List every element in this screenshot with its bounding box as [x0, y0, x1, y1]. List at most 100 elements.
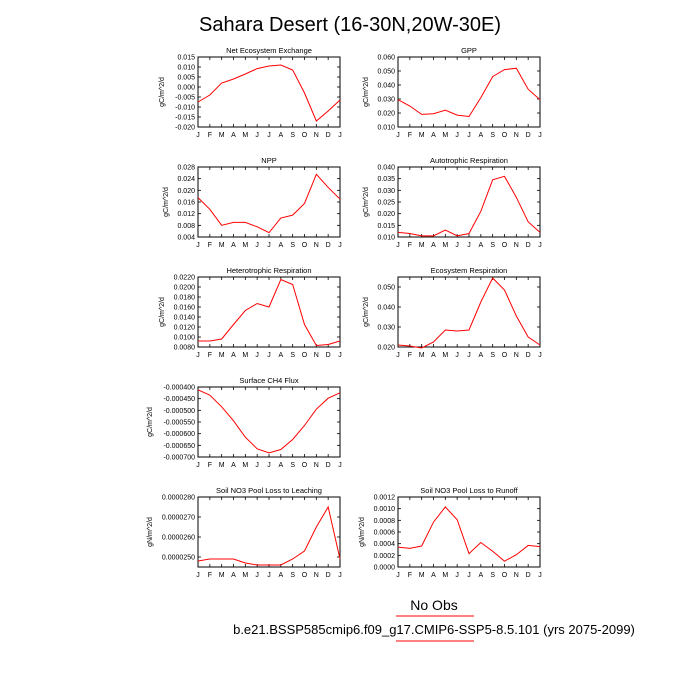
y-tick-label: 0.025 [377, 200, 395, 207]
y-tick-label: 0.050 [377, 285, 395, 292]
x-tick-label: M [242, 242, 248, 249]
y-axis-label: gN/m^2/d [359, 517, 366, 547]
y-axis-label: gC/m^2/d [163, 187, 170, 217]
y-tick-label: 0.016 [177, 200, 195, 207]
y-tick-label: 0.0160 [174, 305, 196, 312]
y-tick-label: 0.035 [377, 176, 395, 183]
y-tick-label: 0.005 [177, 75, 195, 82]
y-tick-label: 0.0012 [374, 495, 396, 502]
x-tick-label: F [408, 352, 412, 359]
y-tick-label: 0.015 [177, 55, 195, 62]
x-tick-label: J [455, 132, 459, 139]
x-tick-label: D [326, 462, 331, 469]
x-tick-label: O [302, 352, 308, 359]
x-tick-label: F [208, 572, 212, 579]
x-tick-label: F [408, 242, 412, 249]
x-tick-label: M [242, 462, 248, 469]
x-tick-label: D [526, 242, 531, 249]
x-tick-label: D [526, 352, 531, 359]
series-line [397, 67, 541, 118]
y-tick-label: 0.0000250 [162, 555, 195, 562]
x-tick-label: J [396, 572, 400, 579]
y-tick-label: 0.028 [177, 165, 195, 172]
panel-title: Ecosystem Respiration [431, 266, 508, 275]
plot-frame [197, 496, 341, 568]
y-tick-label: 0.0180 [174, 295, 196, 302]
y-tick-label: 0.000 [177, 85, 195, 92]
x-tick-label: J [538, 242, 542, 249]
x-tick-label: J [338, 352, 342, 359]
y-tick-label: 0.0004 [374, 541, 396, 548]
x-tick-label: S [490, 242, 495, 249]
x-tick-label: J [338, 462, 342, 469]
x-tick-label: J [396, 352, 400, 359]
x-tick-label: F [208, 352, 212, 359]
x-tick-label: S [490, 132, 495, 139]
series-line [397, 175, 541, 237]
x-tick-label: J [267, 242, 271, 249]
y-axis-label: gN/m^2/d [147, 517, 154, 547]
y-tick-label: -0.005 [175, 95, 195, 102]
plot-frame [197, 56, 341, 128]
series-line [197, 505, 341, 566]
y-tick-label: 0.040 [377, 83, 395, 90]
x-tick-label: M [219, 352, 225, 359]
y-tick-label: 0.020 [377, 345, 395, 352]
x-tick-label: N [314, 242, 319, 249]
plot-frame [397, 276, 541, 348]
y-tick-label: 0.0000280 [162, 495, 195, 502]
y-tick-label: -0.000500 [163, 408, 195, 415]
x-tick-label: F [208, 462, 212, 469]
x-tick-label: J [267, 352, 271, 359]
y-tick-label: -0.015 [175, 115, 195, 122]
x-tick-label: J [255, 352, 259, 359]
y-tick-label: 0.0000 [374, 565, 396, 572]
panel-title: Surface CH4 Flux [239, 376, 298, 385]
x-tick-label: D [526, 572, 531, 579]
y-tick-label: 0.020 [177, 188, 195, 195]
x-tick-label: S [290, 572, 295, 579]
y-tick-label: 0.008 [177, 223, 195, 230]
x-tick-label: N [314, 132, 319, 139]
panel-title: Autotrophic Respiration [430, 156, 508, 165]
x-tick-label: J [538, 572, 542, 579]
x-tick-label: F [208, 132, 212, 139]
x-tick-label: S [290, 242, 295, 249]
y-tick-label: 0.030 [377, 97, 395, 104]
x-tick-label: D [326, 352, 331, 359]
x-tick-label: J [396, 132, 400, 139]
plot-frame [197, 386, 341, 458]
x-tick-label: M [219, 132, 225, 139]
x-tick-label: J [255, 132, 259, 139]
x-tick-label: S [490, 352, 495, 359]
y-tick-label: 0.0000260 [162, 535, 195, 542]
x-tick-label: S [290, 132, 295, 139]
y-axis-label: gC/m^2/d [147, 407, 154, 437]
x-tick-label: D [326, 132, 331, 139]
x-tick-label: S [290, 462, 295, 469]
y-axis-label: gC/m^2/d [159, 77, 166, 107]
x-tick-label: O [502, 132, 508, 139]
series-line [197, 64, 341, 122]
x-tick-label: J [196, 462, 200, 469]
x-tick-label: F [208, 242, 212, 249]
x-tick-label: J [455, 242, 459, 249]
y-tick-label: 0.024 [177, 176, 195, 183]
x-tick-label: S [490, 572, 495, 579]
x-tick-label: D [326, 572, 331, 579]
x-tick-label: A [478, 572, 483, 579]
panel-title: GPP [461, 46, 477, 55]
x-tick-label: M [419, 132, 425, 139]
x-tick-label: S [290, 352, 295, 359]
panel-title: Net Ecosystem Exchange [226, 46, 312, 55]
x-tick-label: M [219, 572, 225, 579]
x-tick-label: A [231, 132, 236, 139]
x-tick-label: A [478, 132, 483, 139]
